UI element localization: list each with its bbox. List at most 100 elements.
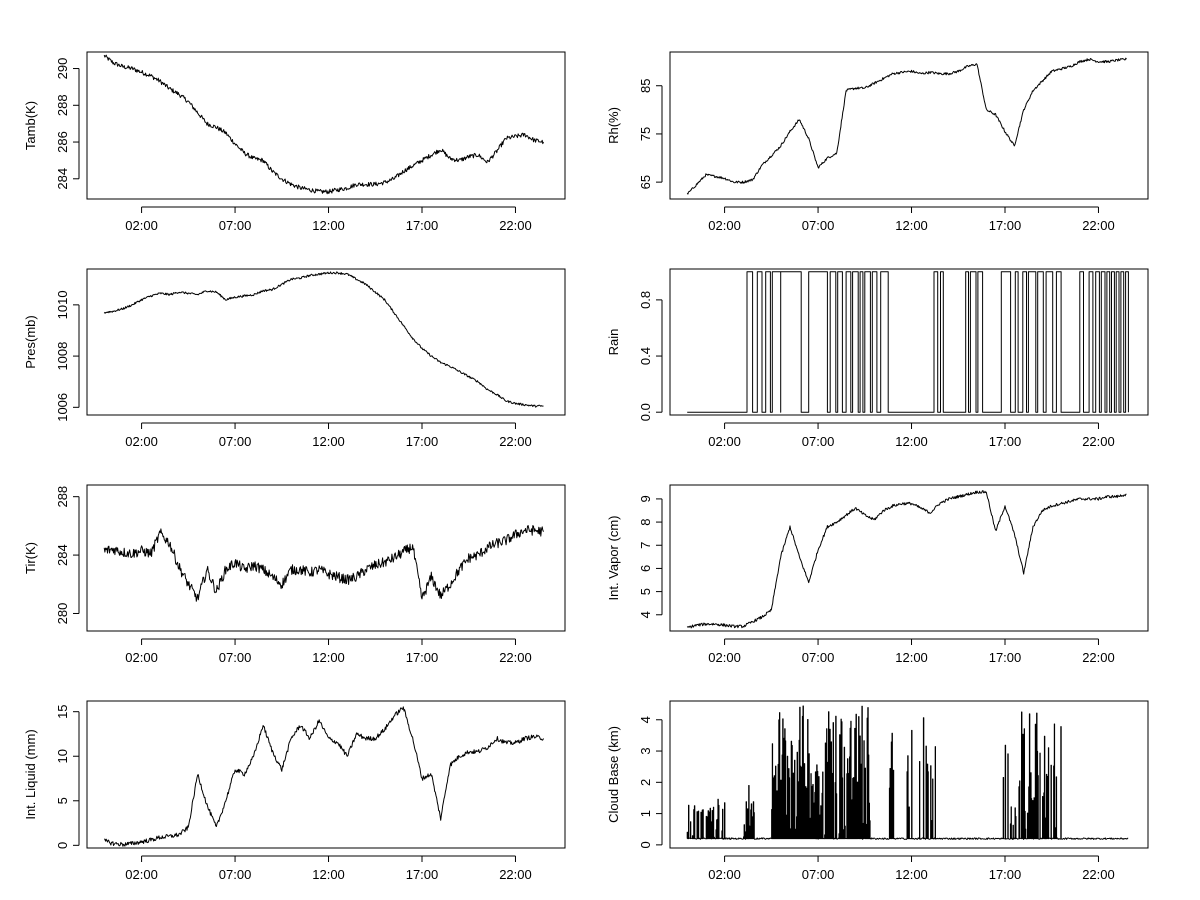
x-tick-label: 02:00 <box>708 434 741 449</box>
x-tick-label: 12:00 <box>312 867 345 882</box>
y-tick-label: 284 <box>55 168 70 190</box>
x-tick-label: 17:00 <box>989 218 1022 233</box>
y-tick-label: 288 <box>55 486 70 508</box>
panel-3: 02:00 07:00 12:00 17:00 22:00 1006 1008 1010 Pre… <box>23 268 566 449</box>
x-tick-label: 17:00 <box>989 867 1022 882</box>
y-axis-title: Rh(%) <box>606 107 621 144</box>
series-line <box>686 57 1127 195</box>
y-tick-label: 280 <box>55 603 70 625</box>
x-tick-label: 02:00 <box>125 867 158 882</box>
plot-frame <box>669 51 1149 200</box>
x-tick-label: 22:00 <box>499 434 532 449</box>
y-tick-label: 1006 <box>55 393 70 422</box>
x-tick-label: 17:00 <box>989 434 1022 449</box>
y-tick-label: 4 <box>638 611 653 618</box>
y-tick-label: 5 <box>638 588 653 595</box>
y-tick-label: 284 <box>55 544 70 566</box>
x-tick-label: 17:00 <box>989 650 1022 665</box>
x-tick-label: 07:00 <box>219 650 252 665</box>
panel-2: 02:00 07:00 12:00 17:00 22:00 65 75 85 Rh(%) <box>606 51 1149 233</box>
plot-frame <box>669 268 1149 416</box>
y-tick-label: 0 <box>638 841 653 848</box>
y-tick-label: 1010 <box>55 290 70 319</box>
x-tick-label: 22:00 <box>1082 218 1115 233</box>
x-tick-label: 02:00 <box>125 218 158 233</box>
plot-frame <box>86 51 566 200</box>
panel-7: 02:00 07:00 12:00 17:00 22:00 0 5 10 15 Int. Liqu… <box>23 700 566 882</box>
x-tick-label: 07:00 <box>802 650 835 665</box>
y-tick-label: 65 <box>638 175 653 189</box>
y-axis-title: Cloud Base (km) <box>606 726 621 823</box>
series-line <box>103 54 544 195</box>
x-tick-label: 22:00 <box>1082 650 1115 665</box>
series-line <box>104 706 544 847</box>
plot-frame <box>86 700 566 849</box>
x-tick-label: 22:00 <box>499 867 532 882</box>
panel-4: 02:00 07:00 12:00 17:00 22:00 0.0 0.4 0.8 Rain <box>606 268 1149 449</box>
y-tick-label: 288 <box>55 94 70 116</box>
y-tick-label: 9 <box>638 495 653 502</box>
series-line <box>686 490 1127 629</box>
y-axis-title: Pres(mb) <box>23 315 38 368</box>
y-tick-label: 15 <box>55 704 70 718</box>
x-tick-label: 22:00 <box>1082 867 1115 882</box>
y-tick-label: 0 <box>55 842 70 849</box>
y-tick-label: 2 <box>638 779 653 786</box>
y-axis-title: Tir(K) <box>23 542 38 574</box>
x-tick-label: 02:00 <box>125 650 158 665</box>
x-tick-label: 12:00 <box>312 218 345 233</box>
y-tick-label: 0.8 <box>638 291 653 309</box>
plot-frame <box>669 700 1149 849</box>
x-tick-label: 12:00 <box>895 650 928 665</box>
y-tick-label: 1 <box>638 810 653 817</box>
y-tick-label: 5 <box>55 797 70 804</box>
x-tick-label: 17:00 <box>406 218 439 233</box>
plot-frame <box>86 268 566 416</box>
x-tick-label: 17:00 <box>406 650 439 665</box>
y-tick-label: 10 <box>55 749 70 763</box>
x-tick-label: 12:00 <box>895 867 928 882</box>
y-tick-label: 1008 <box>55 342 70 371</box>
x-tick-label: 02:00 <box>125 434 158 449</box>
x-tick-label: 22:00 <box>499 218 532 233</box>
x-tick-label: 22:00 <box>499 650 532 665</box>
y-tick-label: 75 <box>638 127 653 141</box>
y-axis-title: Tamb(K) <box>23 101 38 150</box>
y-axis-title: Rain <box>606 329 621 356</box>
y-tick-label: 6 <box>638 565 653 572</box>
series-line <box>687 271 1129 413</box>
panel-8: 02:00 07:00 12:00 17:00 22:00 0 1 2 3 4 Cloud Base… <box>606 700 1149 882</box>
y-tick-label: 286 <box>55 131 70 153</box>
x-tick-label: 02:00 <box>708 218 741 233</box>
y-axis-title: Int. Vapor (cm) <box>606 515 621 600</box>
plot-frame <box>86 484 566 632</box>
y-tick-label: 7 <box>638 542 653 549</box>
y-tick-label: 290 <box>55 58 70 80</box>
x-tick-label: 02:00 <box>708 650 741 665</box>
x-tick-label: 07:00 <box>219 434 252 449</box>
x-tick-label: 02:00 <box>708 867 741 882</box>
x-tick-label: 12:00 <box>895 218 928 233</box>
series-line <box>103 271 544 408</box>
x-tick-label: 07:00 <box>802 218 835 233</box>
plot-frame <box>669 484 1149 632</box>
y-tick-label: 8 <box>638 518 653 525</box>
y-tick-label: 85 <box>638 79 653 93</box>
series-line <box>103 525 544 602</box>
x-tick-label: 07:00 <box>802 434 835 449</box>
x-tick-label: 12:00 <box>312 434 345 449</box>
panel-6: 02:00 07:00 12:00 17:00 22:00 4 5 6 7 8 9 Int. Vapo… <box>606 484 1149 665</box>
x-tick-label: 17:00 <box>406 867 439 882</box>
x-tick-label: 22:00 <box>1082 434 1115 449</box>
y-tick-label: 0.4 <box>638 347 653 365</box>
x-tick-label: 12:00 <box>312 650 345 665</box>
x-tick-label: 17:00 <box>406 434 439 449</box>
y-tick-label: 4 <box>638 716 653 723</box>
x-tick-label: 07:00 <box>219 218 252 233</box>
panel-1: 02:00 07:00 12:00 17:00 22:00 284 286 288 290 Tam… <box>23 51 566 233</box>
panel-5: 02:00 07:00 12:00 17:00 22:00 280 284 288 Tir(K) <box>23 484 566 665</box>
series-line <box>686 705 1129 840</box>
y-tick-label: 0.0 <box>638 403 653 421</box>
x-tick-label: 07:00 <box>802 867 835 882</box>
